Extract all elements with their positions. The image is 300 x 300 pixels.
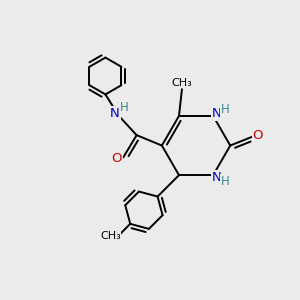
Text: H: H bbox=[120, 101, 128, 114]
Text: H: H bbox=[221, 103, 230, 116]
Text: H: H bbox=[221, 175, 230, 188]
Text: N: N bbox=[212, 171, 222, 184]
Text: CH₃: CH₃ bbox=[172, 78, 192, 88]
Text: N: N bbox=[212, 107, 222, 120]
Text: O: O bbox=[112, 152, 122, 165]
Text: N: N bbox=[110, 107, 120, 120]
Text: O: O bbox=[253, 129, 263, 142]
Text: CH₃: CH₃ bbox=[100, 231, 121, 242]
